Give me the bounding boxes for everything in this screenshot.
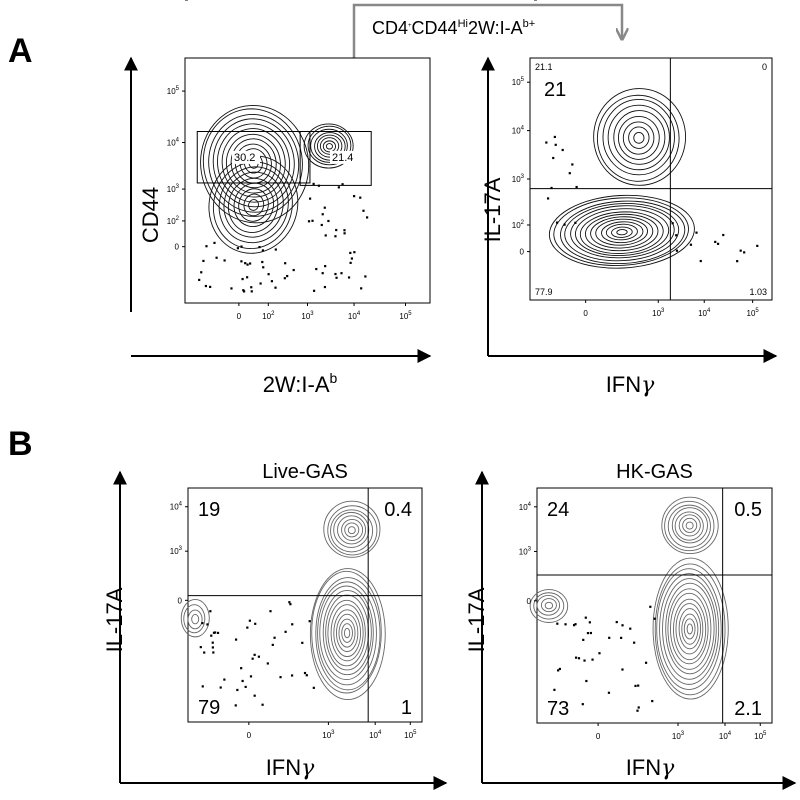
y-tick-label: 103: [519, 546, 532, 556]
quadrant-bottom-left: 79: [198, 697, 220, 719]
y-tick-label: 105: [512, 77, 525, 87]
x-tick-label: 105: [747, 308, 760, 318]
y-tick-label: 0: [520, 248, 525, 257]
y-axis-label: IL-17A: [464, 587, 489, 652]
y-axis-label: CD44: [138, 187, 163, 243]
y-axis-label: IL-17A: [102, 587, 127, 652]
plot-A2: 0 102 103 104 105 0 103 104 105 IL-17A IFNγ 21.1 0 77…: [480, 56, 778, 398]
y-tick-label: 102: [512, 220, 525, 230]
x-axis-label: IFNγ: [606, 372, 655, 398]
quadrant-top-right: 0.5: [734, 499, 762, 521]
x-tick-label: 102: [262, 311, 275, 321]
x-tick-label: 0: [247, 731, 252, 740]
gate-value: 21.4: [332, 152, 353, 164]
x-tick-label: 103: [672, 731, 685, 741]
y-axis-label: IL-17A: [480, 177, 505, 242]
x-tick-label: 104: [719, 731, 732, 741]
x-tick-label: 0: [583, 309, 588, 318]
x-tick-label: 104: [698, 308, 711, 318]
plot-title: Live-GAS: [262, 461, 348, 483]
x-tick-label: 103: [652, 308, 665, 318]
y-tick-label: 104: [519, 502, 532, 512]
quadrant-bottom-right: 2.1: [734, 698, 762, 720]
y-tick-label: 102: [167, 216, 180, 226]
highlight-value: 21: [544, 79, 566, 101]
y-tick-label: 105: [519, 0, 532, 2]
y-tick-label: 104: [167, 138, 180, 148]
y-tick-label: 0: [175, 243, 180, 252]
gate-value: 30.2: [234, 152, 255, 164]
plot-frame: [187, 487, 423, 723]
quadrant-bottom-right: 1: [401, 697, 412, 719]
x-axis-label: 2W:I-Ab: [263, 370, 338, 397]
plot-B2: 0 103 104 105 0 103 104 105 IL-17A IFNγ HK-GAS 24 0.…: [464, 0, 797, 790]
panel-label-a: A: [8, 32, 33, 70]
y-tick-label: 0: [527, 597, 532, 606]
plot-B1: 0 103 104 105 0 103 104 105 IL-17A IFNγ Live-GAS 19…: [102, 0, 448, 790]
x-axis-label: IFNγ: [266, 755, 315, 781]
gate-box: [196, 131, 311, 184]
quadrant-top-left: 19: [198, 499, 220, 521]
quadrant-bottom-left: 73: [547, 698, 569, 720]
y-tick-label: 0: [178, 596, 183, 605]
y-tick-label: 104: [170, 502, 183, 512]
quadrant-top-left: 24: [547, 499, 569, 521]
x-tick-label: 105: [404, 730, 417, 740]
quadrant-top-right: 0: [762, 62, 767, 72]
x-tick-label: 103: [301, 311, 314, 321]
quadrant-bottom-left: 77.9: [535, 287, 553, 297]
x-tick-label: 105: [399, 311, 412, 321]
quadrant-bottom-right: 1.03: [749, 287, 767, 297]
x-tick-label: 0: [596, 732, 601, 741]
x-tick-label: 105: [754, 731, 767, 741]
plot-frame: [536, 487, 773, 724]
y-tick-label: 103: [167, 184, 180, 194]
quadrant-top-right: 0.4: [384, 499, 412, 521]
gate-connector: CD4+CD44Hi2W:I-Ab+: [352, 3, 622, 130]
x-axis-label: IFNγ: [626, 755, 675, 781]
x-tick-label: 103: [322, 730, 335, 740]
y-tick-label: 105: [170, 0, 183, 2]
plot-A1: 30.2 21.4 0 102 103 104 105 0 102 103 104 105 CD44 2W…: [124, 56, 432, 397]
gate-box: [299, 131, 372, 186]
x-tick-label: 104: [369, 730, 382, 740]
y-tick-label: 104: [512, 126, 525, 136]
y-tick-label: 105: [167, 86, 180, 96]
x-tick-label: 0: [237, 312, 242, 321]
plot-title: HK-GAS: [616, 461, 693, 483]
y-tick-label: 103: [512, 174, 525, 184]
panel-label-b: B: [8, 425, 33, 463]
y-tick-label: 103: [170, 546, 183, 556]
gate-arrow-label: CD4+CD44Hi2W:I-Ab+: [372, 18, 535, 38]
quadrant-top-left: 21.1: [535, 62, 553, 72]
x-tick-label: 104: [348, 311, 361, 321]
